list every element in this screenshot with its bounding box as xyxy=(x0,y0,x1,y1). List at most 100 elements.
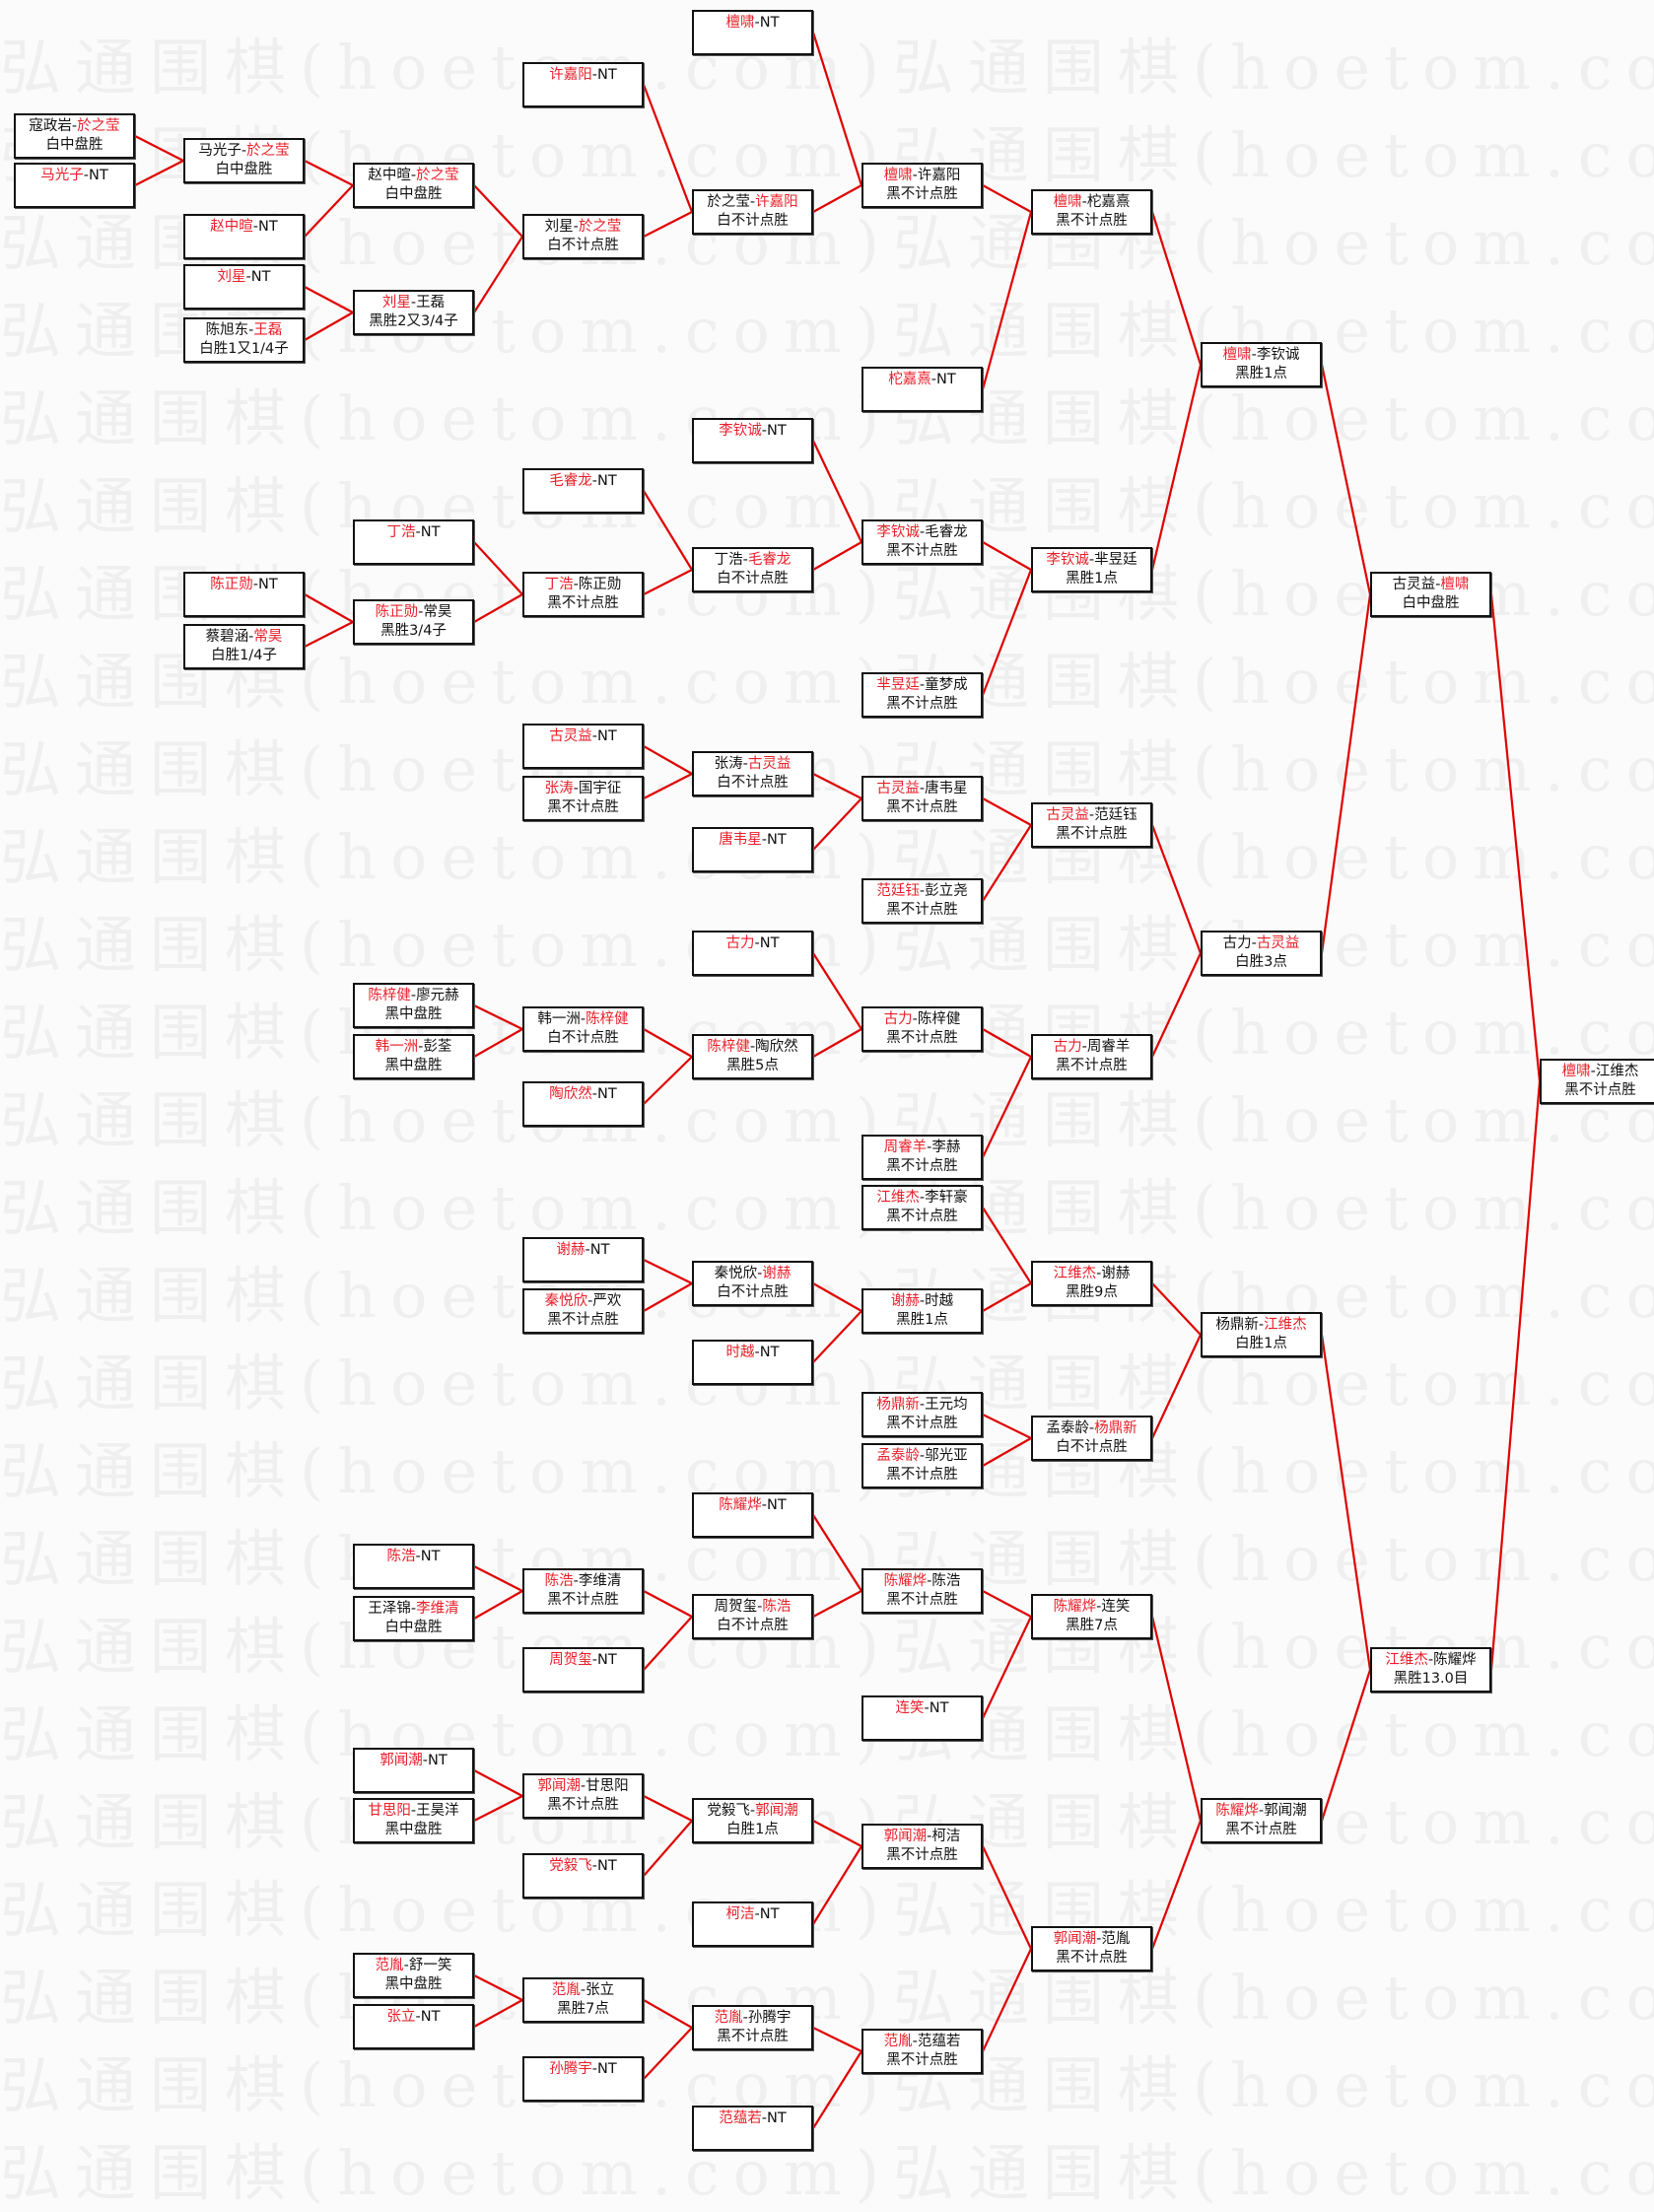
connector-line xyxy=(473,1565,523,1592)
match-result: 黑不计点胜 xyxy=(886,1416,958,1431)
player-name: 陈浩 xyxy=(931,1573,961,1589)
winner-name: 古灵益 xyxy=(876,781,920,796)
player-name: 秦悦欣 xyxy=(714,1266,758,1281)
connector-line xyxy=(1150,364,1203,571)
winner-name: 古灵益 xyxy=(1256,935,1300,951)
winner-name: 古灵益 xyxy=(549,728,592,744)
match-box: 丁浩-陈正勋 黑不计点胜 xyxy=(522,572,644,617)
match-box: 古力-陈梓健 黑不计点胜 xyxy=(861,1006,983,1052)
match-players: 韩一洲-彭荃 xyxy=(355,1038,472,1057)
match-players: 丁浩-陈正勋 xyxy=(524,576,642,594)
match-result: 黑不计点胜 xyxy=(1056,213,1128,229)
separator: - xyxy=(924,1700,930,1716)
match-players: 於之莹-许嘉阳 xyxy=(694,193,811,212)
winner-name: 范胤 xyxy=(714,2010,743,2026)
match-box: 古力-NT xyxy=(692,931,813,976)
connector-line xyxy=(982,1616,1032,1719)
separator: - xyxy=(591,1652,597,1668)
separator: - xyxy=(749,1039,756,1055)
winner-name: 唐韦星 xyxy=(719,832,762,848)
connector-line xyxy=(473,1974,523,2001)
connector-line xyxy=(1150,1820,1203,1950)
match-result: 黑不计点胜 xyxy=(886,1030,958,1046)
match-players: 毛睿龙-NT xyxy=(524,472,642,491)
connector-line xyxy=(643,1028,693,1058)
winner-name: 马光子 xyxy=(40,168,84,183)
winner-name: 郭闻潮 xyxy=(755,1803,798,1819)
connector-line xyxy=(304,184,354,238)
match-box: 陈梓健-廖元赫 黑中盘胜 xyxy=(353,983,474,1028)
bye-label: NT xyxy=(597,728,617,744)
match-result: 黑不计点胜 xyxy=(886,696,958,712)
winner-name: 古力 xyxy=(883,1011,913,1027)
separator: - xyxy=(912,2034,918,2049)
winner-name: 毛睿龙 xyxy=(549,473,592,489)
winner-name: 周贺玺 xyxy=(549,1652,592,1668)
match-box: 孙腾宇-NT xyxy=(522,2056,644,2102)
connector-line xyxy=(642,84,694,213)
separator: - xyxy=(241,143,247,159)
match-players: 周贺玺-陈浩 xyxy=(694,1598,811,1617)
connector-line xyxy=(982,824,1032,902)
match-box: 檀啸-柁嘉熹 黑不计点胜 xyxy=(1031,189,1152,235)
match-box: 丁浩-毛睿龙 白不计点胜 xyxy=(692,547,813,592)
match-players: 甘思阳-王昊洋 xyxy=(355,1802,472,1821)
separator: - xyxy=(754,935,760,951)
bye-label: NT xyxy=(597,2061,617,2077)
match-result: 黑不计点胜 xyxy=(1056,826,1128,842)
match-result: 黑不计点胜 xyxy=(717,2029,789,2044)
player-name: 柁嘉熹 xyxy=(1086,194,1131,210)
winner-name: 檀啸 xyxy=(1561,1064,1591,1079)
match-result: 黑不计点胜 xyxy=(886,1209,958,1224)
player-name: 国宇征 xyxy=(578,781,622,796)
winner-name: 杨鼎新 xyxy=(876,1397,920,1413)
connector-line xyxy=(473,1028,523,1058)
separator: - xyxy=(919,677,926,693)
connector-line xyxy=(1320,593,1372,954)
player-name: 李维清 xyxy=(578,1573,622,1589)
winner-name: 谢赫 xyxy=(762,1266,792,1281)
winner-name: 李钦诚 xyxy=(1046,552,1089,568)
match-players: 刘星-王磊 xyxy=(355,294,472,312)
connector-line xyxy=(473,236,523,313)
match-result: 黑不计点胜 xyxy=(547,1312,619,1328)
separator: - xyxy=(403,1958,409,1973)
player-name: 孙腾宇 xyxy=(747,2010,792,2026)
match-box: 周睿羊-李赫 黑不计点胜 xyxy=(861,1135,983,1180)
winner-name: 江维杰 xyxy=(1053,1266,1097,1281)
separator: - xyxy=(573,219,579,235)
match-box: 古灵益-范廷钰 黑不计点胜 xyxy=(1031,802,1152,848)
bye-label: NT xyxy=(759,15,780,31)
match-players: 谢赫-NT xyxy=(524,1241,642,1260)
match-result: 黑不计点胜 xyxy=(547,1592,619,1608)
winner-name: 柯洁 xyxy=(725,1906,755,1922)
match-result: 白胜1点 xyxy=(726,1822,779,1837)
winner-name: 常昊 xyxy=(253,629,283,645)
connector-line xyxy=(643,1616,693,1671)
player-name: 范蕴若 xyxy=(917,2034,961,2049)
player-name: 谢赫 xyxy=(1101,1266,1131,1281)
connector-line xyxy=(812,1820,862,1847)
match-box: 寇政岩-於之莹 白中盘胜 xyxy=(14,113,135,159)
match-box: 陈耀烨-郭闻潮 黑不计点胜 xyxy=(1201,1798,1322,1843)
separator: - xyxy=(749,1803,756,1819)
connector-line xyxy=(134,135,184,162)
separator: - xyxy=(919,781,926,796)
match-box: 於之莹-许嘉阳 白不计点胜 xyxy=(692,189,813,235)
separator: - xyxy=(591,728,597,744)
match-players: 陈浩-李维清 xyxy=(524,1572,642,1591)
player-name: 陈耀烨 xyxy=(1433,1652,1477,1668)
match-players: 韩一洲-陈梓健 xyxy=(524,1010,642,1029)
match-box: 陈正勋-NT xyxy=(183,572,305,617)
separator: - xyxy=(252,577,258,592)
player-name: 古灵益 xyxy=(1392,577,1436,592)
match-box: 谢赫-时越 黑胜1点 xyxy=(861,1288,983,1334)
match-players: 檀啸-柁嘉熹 xyxy=(1033,193,1150,212)
bye-label: NT xyxy=(258,219,278,235)
separator: - xyxy=(919,1293,926,1309)
match-players: 范廷钰-彭立尧 xyxy=(863,882,981,901)
player-name: 於之莹 xyxy=(707,194,750,210)
match-players: 古灵益-檀啸 xyxy=(1372,576,1489,594)
player-name: 周睿羊 xyxy=(1086,1039,1131,1055)
connector-line xyxy=(304,621,354,648)
